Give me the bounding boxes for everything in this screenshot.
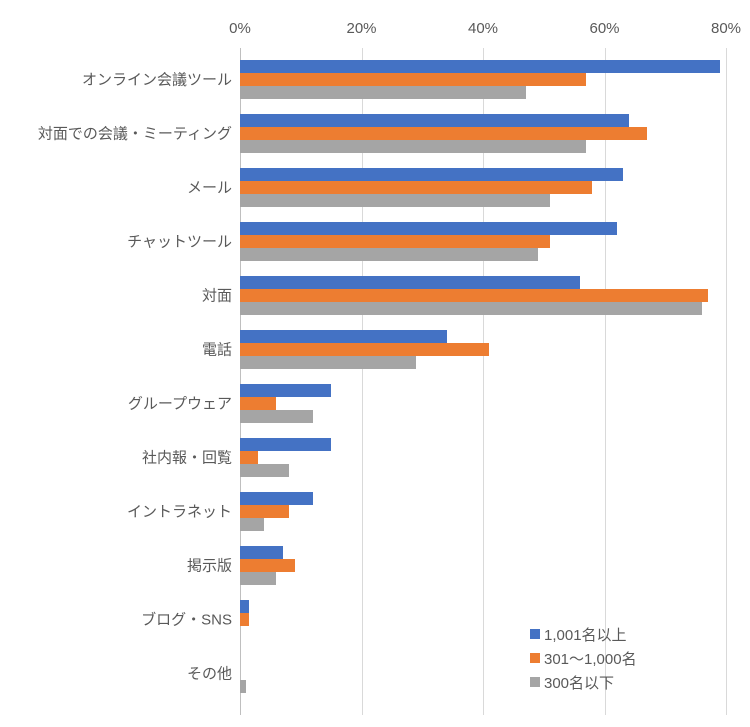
bar-s3 <box>240 356 416 369</box>
category-label: その他 <box>0 663 240 684</box>
x-axis-tick-label: 80% <box>711 20 741 37</box>
category-label: 対面での会議・ミーティング <box>0 123 240 144</box>
bar-s3 <box>240 572 276 585</box>
category-group: 対面 <box>240 268 726 322</box>
bar-s3 <box>240 464 289 477</box>
legend-swatch <box>530 629 540 639</box>
category-label: イントラネット <box>0 501 240 522</box>
legend-item: 301～1,000名 <box>530 646 637 670</box>
category-label: オンライン会議ツール <box>0 69 240 90</box>
bar-s3 <box>240 140 586 153</box>
category-label: メール <box>0 177 240 198</box>
category-group: イントラネット <box>240 484 726 538</box>
bar-s2 <box>240 343 489 356</box>
bar-s2 <box>240 127 647 140</box>
bar-s3 <box>240 302 702 315</box>
bar-s2 <box>240 397 276 410</box>
legend-swatch <box>530 653 540 663</box>
bar-s2 <box>240 559 295 572</box>
bar-s3 <box>240 410 313 423</box>
legend-item: 300名以下 <box>530 670 637 694</box>
bar-s1 <box>240 600 249 613</box>
category-group: メール <box>240 160 726 214</box>
bar-s2 <box>240 289 708 302</box>
legend-swatch <box>530 677 540 687</box>
bar-s1 <box>240 492 313 505</box>
category-group: グループウェア <box>240 376 726 430</box>
gridline <box>726 48 727 715</box>
category-label: 掲示版 <box>0 555 240 576</box>
bar-s1 <box>240 168 623 181</box>
bar-s3 <box>240 86 526 99</box>
bar-s1 <box>240 114 629 127</box>
legend-label: 1,001名以上 <box>544 624 627 645</box>
bar-s1 <box>240 330 447 343</box>
bar-s2 <box>240 235 550 248</box>
bar-s1 <box>240 222 617 235</box>
category-label: グループウェア <box>0 393 240 414</box>
x-axis-tick-label: 40% <box>468 20 498 37</box>
bar-s2 <box>240 181 592 194</box>
category-label: ブログ・SNS <box>0 609 240 630</box>
x-axis-labels: 0% 20% 40% 60% 80% <box>0 20 750 40</box>
category-group: その他 <box>240 646 726 700</box>
bar-s3 <box>240 248 538 261</box>
category-group: 電話 <box>240 322 726 376</box>
x-axis-tick-label: 0% <box>229 20 251 37</box>
category-label: 電話 <box>0 339 240 360</box>
category-group: 対面での会議・ミーティング <box>240 106 726 160</box>
category-group: 社内報・回覧 <box>240 430 726 484</box>
legend-item: 1,001名以上 <box>530 622 637 646</box>
bar-s3 <box>240 518 264 531</box>
bar-s1 <box>240 438 331 451</box>
bar-s1 <box>240 546 283 559</box>
category-label: 社内報・回覧 <box>0 447 240 468</box>
category-group: ブログ・SNS <box>240 592 726 646</box>
category-group: オンライン会議ツール <box>240 52 726 106</box>
bar-s3 <box>240 680 246 693</box>
bar-s2 <box>240 451 258 464</box>
bar-s3 <box>240 194 550 207</box>
category-label: チャットツール <box>0 231 240 252</box>
bar-s2 <box>240 505 289 518</box>
x-axis-tick-label: 20% <box>346 20 376 37</box>
legend-label: 301～1,000名 <box>544 648 637 669</box>
legend: 1,001名以上 301～1,000名 300名以下 <box>530 622 637 694</box>
bar-s2 <box>240 73 586 86</box>
bar-s1 <box>240 384 331 397</box>
bar-s1 <box>240 276 580 289</box>
category-group: 掲示版 <box>240 538 726 592</box>
plot-area: オンライン会議ツール対面での会議・ミーティングメールチャットツール対面電話グルー… <box>240 48 726 715</box>
category-group: チャットツール <box>240 214 726 268</box>
category-label: 対面 <box>0 285 240 306</box>
grouped-horizontal-bar-chart: オンライン会議ツール対面での会議・ミーティングメールチャットツール対面電話グルー… <box>0 0 750 727</box>
legend-label: 300名以下 <box>544 672 614 693</box>
bar-s2 <box>240 613 249 626</box>
x-axis-tick-label: 60% <box>589 20 619 37</box>
bar-s1 <box>240 60 720 73</box>
